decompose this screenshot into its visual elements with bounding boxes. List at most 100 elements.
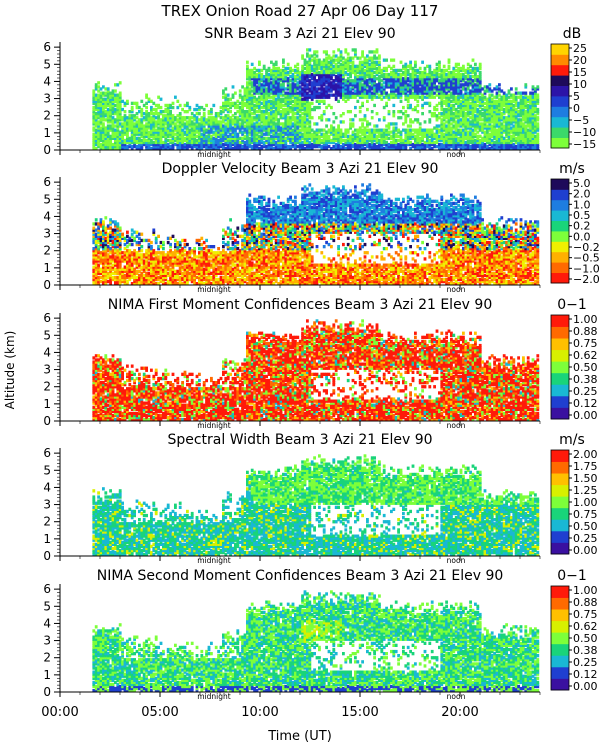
heatmap-cell: [116, 136, 120, 140]
heatmap-cell: [200, 134, 204, 138]
heatmap-cell: [152, 134, 156, 138]
heatmap-cell: [265, 77, 268, 81]
heatmap-cell: [498, 124, 501, 128]
heatmap-cell: [178, 132, 182, 136]
heatmap-cell: [291, 118, 295, 122]
heatmap-cell: [363, 83, 367, 87]
heatmap-cell: [433, 140, 436, 145]
heatmap-cell: [198, 132, 201, 136]
heatmap-cell: [310, 134, 314, 138]
heatmap-cell: [282, 93, 285, 97]
heatmap-cell: [315, 66, 319, 71]
heatmap-cell: [121, 107, 124, 112]
heatmap-cell: [181, 136, 184, 140]
heatmap-cell: [351, 93, 355, 97]
heatmap-cell: [106, 136, 110, 140]
heatmap-cell: [346, 68, 350, 73]
heatmap-cell: [421, 134, 424, 138]
heatmap-cell: [418, 79, 422, 83]
heatmap-cell: [200, 122, 204, 126]
heatmap-cell: [466, 140, 470, 145]
heatmap-cell: [111, 107, 115, 112]
heatmap-cell: [498, 103, 501, 108]
heatmap-cell: [378, 81, 381, 85]
heatmap-cell: [510, 128, 513, 132]
heatmap-cell: [493, 116, 496, 120]
heatmap-cell: [157, 130, 160, 134]
heatmap-cell: [198, 134, 201, 138]
heatmap-cell: [368, 134, 372, 138]
heatmap-cell: [423, 91, 427, 95]
heatmap-cell: [325, 147, 328, 151]
heatmap-cell: [505, 134, 508, 138]
heatmap-cell: [457, 138, 460, 143]
heatmap-cell: [325, 75, 328, 79]
heatmap-cell: [457, 130, 460, 134]
heatmap-cell: [217, 114, 220, 118]
heatmap-cell: [471, 95, 475, 99]
heatmap-cell: [404, 91, 408, 95]
heatmap-cell: [320, 62, 324, 66]
heatmap-cell: [150, 112, 153, 116]
heatmap-cell: [387, 81, 391, 85]
heatmap-cell: [258, 79, 261, 83]
heatmap-cell: [368, 87, 372, 91]
heatmap-cell: [363, 91, 367, 95]
heatmap-cell: [272, 93, 276, 97]
heatmap-cell: [392, 132, 396, 136]
heatmap-cell: [286, 70, 290, 75]
heatmap-cell: [222, 138, 225, 143]
heatmap-cell: [152, 136, 156, 140]
heatmap-cell: [207, 132, 211, 136]
heatmap-cell: [301, 136, 304, 140]
heatmap-cell: [138, 128, 141, 132]
heatmap-cell: [466, 99, 470, 103]
heatmap-cell: [298, 136, 302, 140]
heatmap-cell: [334, 75, 338, 79]
heatmap-cell: [92, 138, 96, 143]
heatmap-cell: [246, 147, 249, 151]
heatmap-cell: [459, 79, 463, 83]
heatmap-cell: [418, 89, 422, 93]
heatmap-cell: [325, 134, 328, 138]
heatmap-cell: [222, 110, 225, 114]
heatmap-cell: [442, 116, 446, 120]
heatmap-cell: [421, 81, 424, 85]
heatmap-cell: [433, 114, 436, 118]
heatmap-cell: [289, 79, 292, 83]
heatmap-cell: [258, 77, 261, 81]
heatmap-cell: [488, 140, 492, 145]
heatmap-cell: [447, 70, 451, 75]
heatmap-cell: [440, 93, 444, 97]
heatmap-cell: [164, 126, 168, 130]
heatmap-cell: [327, 87, 331, 91]
heatmap-cell: [471, 105, 475, 110]
heatmap-cell: [409, 83, 412, 87]
heatmap-cell: [277, 85, 280, 89]
heatmap-cell: [447, 147, 451, 151]
heatmap-cell: [486, 132, 489, 136]
heatmap-cell: [346, 128, 350, 132]
heatmap-cell: [366, 58, 369, 62]
heatmap-cell: [438, 95, 441, 99]
heatmap-cell: [382, 132, 386, 136]
heatmap-cell: [97, 107, 100, 112]
heatmap-cell: [318, 138, 321, 143]
heatmap-cell: [447, 95, 451, 99]
heatmap-cell: [358, 130, 362, 134]
heatmap-cell: [128, 138, 132, 143]
heatmap-cell: [318, 116, 321, 120]
heatmap-cell: [159, 105, 163, 110]
heatmap-cell: [337, 91, 340, 95]
heatmap-cell: [366, 83, 369, 87]
heatmap-cell: [248, 116, 252, 120]
heatmap-cell: [457, 95, 460, 99]
heatmap-cell: [147, 144, 151, 149]
heatmap-cell: [426, 79, 429, 83]
heatmap-cell: [99, 95, 103, 99]
heatmap-cell: [116, 142, 120, 147]
heatmap-cell: [524, 124, 528, 128]
heatmap-cell: [373, 136, 376, 140]
heatmap-cell: [320, 91, 324, 95]
heatmap-cell: [462, 120, 465, 124]
